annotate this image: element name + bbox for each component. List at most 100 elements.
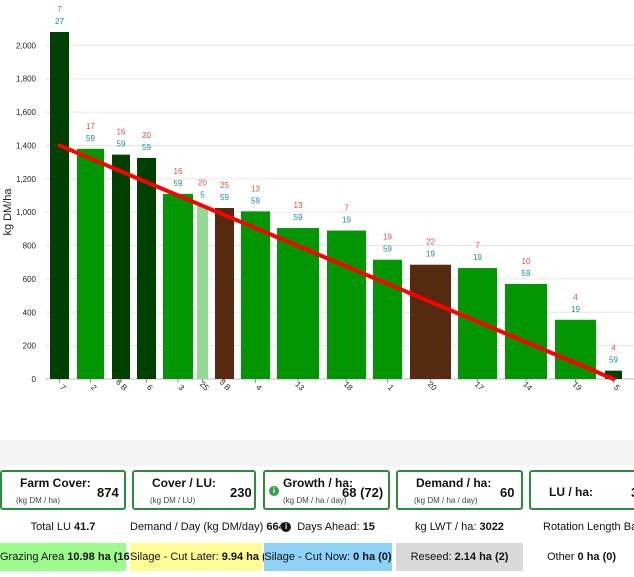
bar-days-label: 22: [426, 238, 435, 247]
bar-paddock-7[interactable]: [50, 32, 69, 379]
farm-cover-card[interactable]: Farm Cover: (kg DM / ha) 874: [0, 470, 126, 510]
cover-lu-title: Cover / LU:: [152, 476, 217, 490]
x-tick-label: 7: [58, 383, 68, 393]
y-axis-ticks: 0 200 400 600 800 1,000 1,200 1,400 1,600 1,800 2,…: [16, 41, 37, 384]
silage-cut-now-filter[interactable]: Silage - Cut Now: 0 ha (0): [264, 543, 392, 571]
bar-second-label: 19: [426, 250, 435, 259]
bar-second-label: 59: [522, 269, 531, 278]
bar-second-label: 59: [294, 213, 303, 222]
bar-paddock-6[interactable]: [137, 157, 156, 379]
y-tick-label: 600: [23, 275, 37, 284]
demand-card[interactable]: Demand / ha: (kg DM / ha / day) 60: [396, 470, 523, 510]
demand-sub: (kg DM / ha / day): [414, 496, 478, 505]
bar-days-label: 7: [57, 5, 62, 14]
y-tick-label: 1,200: [16, 175, 37, 184]
bar-days-label: 4: [573, 293, 578, 302]
demand-value: 60: [500, 485, 515, 500]
cover-lu-card[interactable]: Cover / LU: (kg DM / LU) 230: [132, 470, 256, 510]
bar-days-label: 20: [142, 131, 151, 140]
days-ahead-info-icon[interactable]: i: [281, 522, 292, 533]
bar-second-label: 19: [342, 216, 351, 225]
bar-second-label: 59: [383, 245, 392, 254]
bar-paddock-3[interactable]: [163, 193, 193, 379]
growth-title: Growth / ha:: [283, 476, 353, 490]
growth-value: 68 (72): [342, 485, 384, 500]
x-tick-label: 14: [521, 380, 534, 393]
y-axis-label: kg DM/ha: [2, 188, 14, 236]
y-tick-label: 1,000: [16, 208, 37, 217]
bar-paddock-14[interactable]: [505, 283, 547, 379]
x-tick-label: 6 B: [114, 378, 129, 393]
growth-sub: (kg DM / ha / day): [283, 496, 347, 505]
total-lu-value: 41.7: [74, 521, 96, 533]
silage-now-value: 0 ha (0): [353, 551, 392, 563]
lwt-per-ha: kg LWT / ha: 3022: [396, 515, 523, 539]
y-tick-label: 1,600: [16, 108, 37, 117]
bar-second-label: 59: [174, 179, 183, 188]
bar-paddock-2[interactable]: [77, 148, 104, 379]
x-tick-label: 18: [342, 380, 355, 393]
x-tick-label: 2: [89, 383, 99, 393]
bar-paddock-5[interactable]: [605, 370, 622, 379]
lwt-label: kg LWT / ha:: [415, 521, 477, 533]
x-tick-label: 4: [254, 383, 264, 393]
x-tick-label: 5 B: [218, 378, 233, 393]
other-filter[interactable]: Other 0 ha (0): [529, 543, 634, 571]
bar-paddock-18[interactable]: [327, 230, 366, 379]
grazing-area-filter[interactable]: Grazing Area 10.98 ha (16): [0, 543, 133, 571]
grazing-label: Grazing Area: [0, 551, 65, 563]
reseed-label: Reseed:: [410, 551, 452, 563]
rotation-length: Rotation Length Back: 2: [529, 515, 634, 539]
days-ahead-value: 15: [362, 521, 375, 533]
growth-card[interactable]: i Growth / ha: (kg DM / ha / day) 68 (72…: [263, 470, 390, 510]
x-tick-label: 5: [612, 383, 622, 393]
lu-ha-card[interactable]: LU / ha: 3: [529, 470, 634, 510]
bar-paddock-4[interactable]: [241, 211, 270, 379]
other-label: Other: [546, 551, 575, 563]
grazing-value: 10.98 ha (16): [67, 551, 134, 563]
rotation-label: Rotation Length Back: 2: [543, 521, 634, 533]
bar-paddock-20[interactable]: [410, 264, 451, 379]
y-tick-label: 800: [23, 242, 37, 251]
silage-now-label: Silage - Cut Now:: [264, 551, 350, 563]
reseed-value: 2.14 ha (2): [454, 551, 509, 563]
x-axis-ticks: 7 2 6 B 6 3 25 5 B 4 13 18 1 20 17 14 19 5: [58, 378, 622, 393]
cover-lu-value: 230: [230, 485, 252, 500]
x-tick-label: 17: [473, 380, 486, 393]
bar-second-label: 59: [142, 143, 151, 152]
farm-cover-title: Farm Cover:: [20, 476, 91, 490]
x-tick-label: 19: [571, 380, 584, 393]
x-tick-label: 20: [426, 380, 439, 393]
bar-days-label: 4: [611, 344, 616, 353]
other-value: 0 ha (0): [577, 551, 617, 563]
demand-title: Demand / ha:: [416, 476, 492, 490]
silage-later-label: Silage - Cut Later:: [130, 551, 219, 563]
bar-second-label: 5: [200, 191, 205, 200]
bar-days-label: 20: [198, 179, 207, 188]
silage-cut-later-filter[interactable]: Silage - Cut Later: 9.94 ha (10): [130, 543, 282, 571]
farm-cover-value: 874: [97, 485, 119, 500]
bar-second-label: 59: [86, 134, 95, 143]
bar-second-label: 19: [473, 253, 482, 262]
section-separator: [0, 440, 634, 466]
bar-second-label: 59: [117, 140, 126, 149]
y-tick-label: 400: [23, 308, 37, 317]
farm-cover-sub: (kg DM / ha): [16, 496, 61, 505]
bar-days-label: 16: [174, 167, 183, 176]
bar-days-label: 7: [344, 204, 349, 213]
y-tick-label: 200: [23, 342, 37, 351]
bar-days-label: 25: [220, 181, 229, 190]
cover-lu-sub: (kg DM / LU): [150, 496, 196, 505]
y-tick-label: 1,400: [16, 141, 37, 150]
bar-paddock-5B[interactable]: [215, 208, 234, 379]
bar-paddock-25[interactable]: [197, 205, 208, 379]
bar-paddock-6B[interactable]: [112, 154, 130, 379]
reseed-filter[interactable]: Reseed: 2.14 ha (2): [396, 543, 523, 571]
bar-second-label: 27: [55, 17, 64, 26]
bar-days-label: 16: [117, 128, 126, 137]
bar-days-label: 10: [522, 257, 531, 266]
x-tick-label: 1: [386, 383, 396, 393]
growth-info-icon[interactable]: i: [269, 486, 279, 496]
bar-days-label: 13: [251, 184, 260, 193]
y-tick-label: 1,800: [16, 75, 37, 84]
